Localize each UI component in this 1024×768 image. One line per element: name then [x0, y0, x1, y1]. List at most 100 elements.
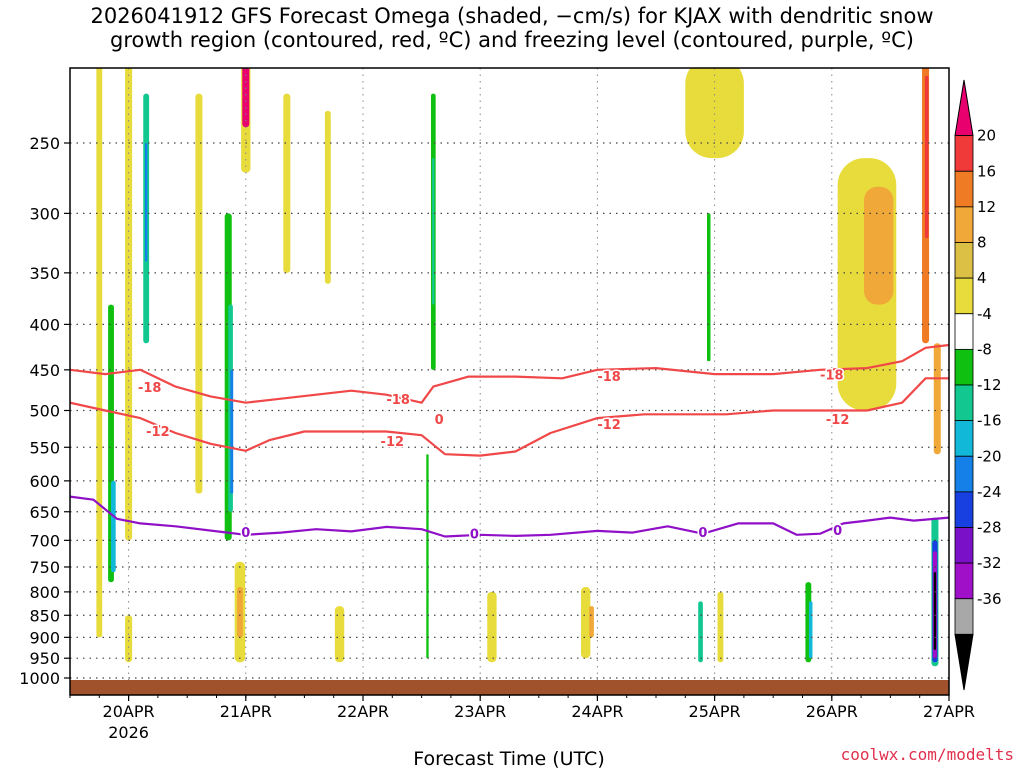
y-tick-label: 600	[29, 472, 60, 491]
omega-shade-cell	[195, 93, 203, 494]
colorbar-swatch	[954, 170, 974, 208]
colorbar-tick-label: 8	[977, 234, 987, 252]
omega-shade-cell	[334, 606, 345, 663]
x-tick-label: 22APR	[337, 702, 389, 721]
chart-title: 2026041912 GFS Forecast Omega (shaded, −…	[0, 4, 1024, 52]
x-tick-label: 21APR	[220, 702, 272, 721]
x-tick-label: 27APR	[923, 702, 975, 721]
colorbar-tick-label: 16	[977, 162, 996, 180]
omega-shade-cell	[96, 68, 103, 638]
y-tick-label: 1000	[19, 669, 60, 688]
omega-shade-cell	[580, 587, 591, 659]
omega-shade-cell	[924, 75, 929, 239]
chart-title-line2: growth region (contoured, red, ºC) and f…	[110, 28, 914, 52]
y-tick-label: 250	[29, 134, 60, 153]
omega-shade-cell	[685, 68, 744, 159]
contour-label: -12	[826, 413, 850, 428]
omega-shade-cell	[706, 213, 711, 362]
omega-shade-cell	[237, 587, 243, 638]
contour-label: 0	[698, 526, 707, 541]
colorbar-swatch	[954, 242, 974, 279]
omega-shade-cell	[717, 591, 724, 663]
contour-label: -18	[820, 368, 844, 383]
contour-label: -18	[138, 381, 162, 396]
omega-shade-cell	[145, 143, 148, 262]
omega-shade-cell	[933, 343, 941, 455]
x-tick-label: 23APR	[454, 702, 506, 721]
ground-bar	[70, 680, 949, 695]
colorbar-swatch	[954, 384, 974, 422]
contour-label: -12	[146, 425, 170, 440]
colorbar-tick-label: 4	[977, 269, 987, 287]
y-tick-label: 850	[29, 606, 60, 625]
colorbar-tick-label: -28	[977, 519, 1002, 537]
dendritic-contour	[70, 377, 949, 457]
x-tick-label: 20APR	[103, 702, 155, 721]
y-tick-label: 650	[29, 503, 60, 522]
colorbar-tick-label: -8	[977, 340, 992, 358]
omega-shade-cell	[283, 93, 291, 273]
colorbar-tick-label: -4	[977, 305, 992, 323]
omega-shade-cell	[426, 454, 429, 659]
contour-label-layer: -18 -18 0 -18 -18 -12 -12 -12 -12 0 0 0 0	[136, 367, 850, 544]
omega-shade-cell	[432, 158, 435, 305]
contour-label: 0	[833, 524, 842, 539]
omega-shade-cell	[698, 601, 703, 663]
omega-shade-cell	[589, 606, 594, 638]
colorbar-tick-label: -32	[977, 554, 1002, 572]
grid-layer	[70, 68, 949, 695]
credit-link[interactable]: coolwx.com/modelts	[840, 745, 1014, 764]
y-tick-label: 950	[29, 649, 60, 668]
colorbar-swatch	[954, 598, 974, 635]
omega-shade-cell	[242, 68, 250, 128]
colorbar-tick-label: 12	[977, 198, 996, 216]
y-tick-label: 900	[29, 628, 60, 647]
colorbar-swatch	[954, 420, 974, 457]
colorbar-tick-label: -36	[977, 590, 1002, 608]
y-tick-label: 500	[29, 402, 60, 421]
contour-label: -18	[597, 370, 621, 385]
colorbar-tick-label: -24	[977, 483, 1002, 501]
x-axis-label: Forecast Time (UTC)	[413, 748, 604, 768]
colorbar-top-arrow	[954, 79, 974, 137]
y-tick-label: 350	[29, 264, 60, 283]
colorbar-swatch	[954, 206, 974, 243]
omega-shading-layer	[96, 68, 941, 667]
colorbar-swatch	[954, 455, 974, 493]
x-axis: 20APR 21APR 22APR 23APR 24APR 25APR 26APR 27APR…	[69, 695, 975, 742]
omega-shade-cell	[230, 369, 234, 494]
x-tick-label: 26APR	[806, 702, 858, 721]
colorbar-tick-label: -12	[977, 376, 1002, 394]
colorbar-swatch	[954, 348, 974, 386]
contour-label: 0	[241, 526, 250, 541]
contour-layer	[70, 343, 949, 538]
colorbar-swatch	[954, 527, 974, 564]
contour-label: 0	[470, 527, 479, 542]
plot-area: -18 -18 0 -18 -18 -12 -12 -12 -12 0 0 0 0	[70, 68, 949, 695]
omega-shade-cell	[125, 68, 133, 541]
colorbar-swatch	[954, 135, 974, 172]
omega-shade-cell	[808, 601, 813, 659]
omega-shade-cell	[487, 591, 497, 663]
contour-label: -12	[381, 435, 405, 450]
y-tick-label: 700	[29, 531, 60, 550]
x-tick-label: 24APR	[571, 702, 623, 721]
dendritic-contour	[70, 343, 949, 404]
y-tick-label: 300	[29, 204, 60, 223]
contour-label: -12	[597, 418, 621, 433]
colorbar-swatch	[954, 313, 974, 350]
colorbar-tick-label: -16	[977, 412, 1002, 430]
omega-shade-cell	[125, 615, 133, 663]
y-tick-label: 550	[29, 438, 60, 457]
freezing-level-contour	[70, 495, 949, 538]
chart-title-line1: 2026041912 GFS Forecast Omega (shaded, −…	[90, 4, 934, 28]
x-year-label: 2026	[108, 723, 149, 742]
y-tick-label: 450	[29, 361, 60, 380]
y-tick-label: 750	[29, 558, 60, 577]
colorbar-bottom-arrow	[954, 633, 974, 691]
y-tick-label: 400	[29, 315, 60, 334]
colorbar: 20 16 12 8 4 -4 -8 -12 -16 -20 -24 -28 -32 -36	[954, 79, 1002, 691]
omega-shade-cell	[324, 110, 331, 284]
contour-label: 0	[435, 413, 444, 428]
